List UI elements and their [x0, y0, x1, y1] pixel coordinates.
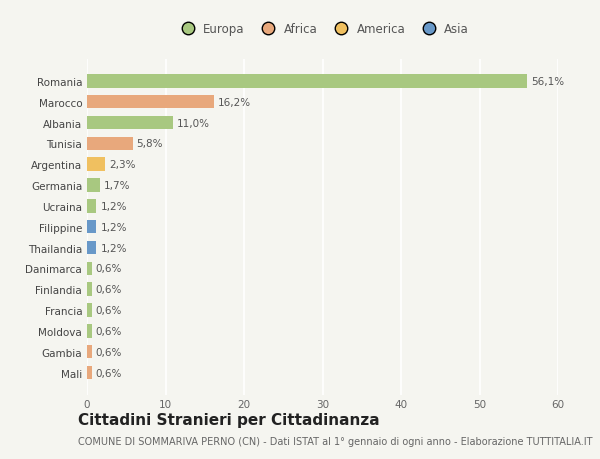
Text: Cittadini Stranieri per Cittadinanza: Cittadini Stranieri per Cittadinanza	[78, 413, 380, 428]
Bar	[87, 75, 527, 89]
Text: 1,2%: 1,2%	[100, 222, 127, 232]
Text: 16,2%: 16,2%	[218, 97, 251, 107]
Text: 0,6%: 0,6%	[95, 285, 122, 295]
Text: COMUNE DI SOMMARIVA PERNO (CN) - Dati ISTAT al 1° gennaio di ogni anno - Elabora: COMUNE DI SOMMARIVA PERNO (CN) - Dati IS…	[78, 437, 593, 446]
Text: 0,6%: 0,6%	[95, 347, 122, 357]
Text: 1,2%: 1,2%	[100, 243, 127, 253]
Text: 0,6%: 0,6%	[95, 305, 122, 315]
Bar	[87, 303, 92, 317]
Text: 0,6%: 0,6%	[95, 326, 122, 336]
Bar	[87, 137, 133, 151]
Text: 0,6%: 0,6%	[95, 264, 122, 274]
Text: 2,3%: 2,3%	[109, 160, 136, 170]
Bar	[87, 179, 100, 192]
Text: 1,7%: 1,7%	[104, 181, 131, 190]
Bar	[87, 262, 92, 275]
Text: 0,6%: 0,6%	[95, 368, 122, 378]
Bar	[87, 366, 92, 380]
Bar	[87, 158, 105, 172]
Bar	[87, 325, 92, 338]
Bar	[87, 200, 97, 213]
Bar	[87, 95, 214, 109]
Text: 5,8%: 5,8%	[136, 139, 163, 149]
Text: 1,2%: 1,2%	[100, 202, 127, 212]
Bar	[87, 241, 97, 255]
Bar	[87, 283, 92, 297]
Legend: Europa, Africa, America, Asia: Europa, Africa, America, Asia	[172, 19, 473, 41]
Text: 56,1%: 56,1%	[532, 77, 565, 87]
Bar	[87, 345, 92, 359]
Bar	[87, 220, 97, 234]
Bar	[87, 117, 173, 130]
Text: 11,0%: 11,0%	[177, 118, 210, 128]
